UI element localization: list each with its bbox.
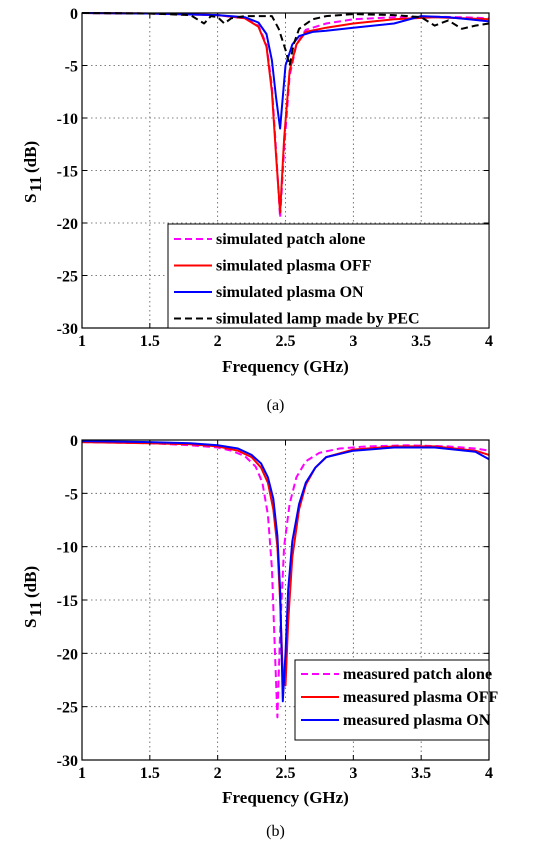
series-line-1 bbox=[81, 441, 490, 719]
x-axis-label: Frequency (GHz) bbox=[222, 357, 349, 376]
x-tick-label: 1.5 bbox=[140, 765, 160, 782]
y-axis-label-unit: (dB) bbox=[21, 141, 40, 173]
legend-label-2: simulated plasma OFF bbox=[216, 258, 372, 275]
y-axis-label-subscript: 11 bbox=[26, 601, 45, 617]
chart-b: 1 1.5 2 2.5 3 3.5 4 0 -5 -10 -15 -20 -25 -30 Frequency… bbox=[21, 433, 498, 840]
x-tick-label: 3 bbox=[349, 765, 357, 782]
legend-label-4: simulated lamp made by PEC bbox=[216, 311, 420, 328]
legend-label-2: measured plasma OFF bbox=[343, 689, 498, 706]
series-line-4 bbox=[81, 12, 490, 67]
x-tick-label: 2 bbox=[214, 765, 222, 782]
y-tick-label: -15 bbox=[57, 164, 78, 181]
y-tick-label: -10 bbox=[57, 540, 78, 557]
x-tick-label: 3.5 bbox=[411, 765, 431, 782]
x-tick-label: 2 bbox=[214, 333, 222, 350]
y-axis-label-main: S bbox=[21, 619, 40, 628]
y-axis-label-main: S bbox=[21, 194, 40, 203]
x-tick-label: 4 bbox=[485, 333, 493, 350]
x-tick-label: 1 bbox=[78, 333, 86, 350]
y-axis-label: S 11 (dB) bbox=[21, 141, 45, 203]
y-tick-label: -20 bbox=[57, 646, 78, 663]
x-tick-label: 2.5 bbox=[276, 333, 296, 350]
x-tick-label: 3 bbox=[349, 333, 357, 350]
x-tick-label: 1.5 bbox=[140, 333, 160, 350]
x-axis-label: Frequency (GHz) bbox=[222, 788, 349, 807]
y-axis-label: S 11 (dB) bbox=[21, 566, 45, 628]
y-tick-label: 0 bbox=[70, 6, 78, 23]
y-tick-label: -5 bbox=[65, 59, 78, 76]
series-line-3 bbox=[81, 440, 490, 703]
y-tick-label: 0 bbox=[70, 433, 78, 450]
x-tick-label: 1 bbox=[78, 765, 86, 782]
y-tick-label: -20 bbox=[57, 216, 78, 233]
series-line-2 bbox=[81, 12, 490, 214]
legend-label-1: simulated patch alone bbox=[216, 231, 365, 248]
y-tick-label: -30 bbox=[57, 321, 78, 338]
figure-caption: (b) bbox=[266, 823, 285, 840]
y-axis-label-unit: (dB) bbox=[21, 566, 40, 598]
y-tick-label: -30 bbox=[57, 753, 78, 770]
y-tick-label: -25 bbox=[57, 269, 78, 286]
legend-label-1: measured patch alone bbox=[343, 666, 492, 683]
y-tick-label: -15 bbox=[57, 593, 78, 610]
y-tick-label: -5 bbox=[65, 486, 78, 503]
x-tick-label: 4 bbox=[485, 765, 493, 782]
x-tick-label: 2.5 bbox=[276, 765, 296, 782]
y-axis-label-subscript: 11 bbox=[26, 176, 45, 192]
legend-box bbox=[167, 223, 490, 329]
figure-caption: (a) bbox=[267, 397, 285, 414]
legend-label-3: measured plasma ON bbox=[343, 712, 491, 729]
chart-a: 1 1.5 2 2.5 3 3.5 4 0 -5 -10 -15 -20 -25 -30 Frequency… bbox=[21, 6, 493, 414]
y-tick-label: -10 bbox=[57, 111, 78, 128]
y-tick-label: -25 bbox=[57, 700, 78, 717]
x-tick-label: 3.5 bbox=[411, 333, 431, 350]
legend-label-3: simulated plasma ON bbox=[216, 284, 364, 301]
